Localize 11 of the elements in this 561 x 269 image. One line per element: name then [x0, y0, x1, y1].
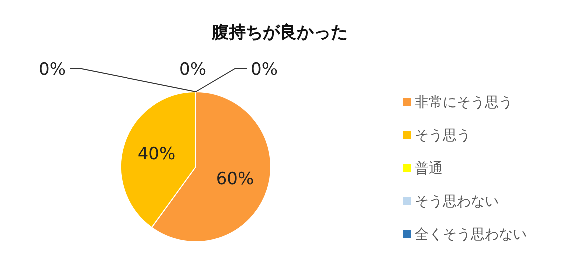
chart-title: 腹持ちが良かった: [211, 23, 348, 43]
legend-label: 全くそう思わない: [415, 227, 527, 243]
text: 0%: [39, 60, 66, 80]
data-label: 60%: [216, 170, 254, 190]
text: 0%: [180, 60, 206, 80]
text: 0%: [251, 60, 278, 80]
legend-label: そう思う: [415, 128, 471, 144]
legend-label: 非常にそう思う: [415, 95, 513, 111]
legend-label: そう思わない: [415, 194, 499, 210]
data-label: 40%: [138, 144, 176, 164]
legend-label: 普通: [415, 160, 443, 177]
